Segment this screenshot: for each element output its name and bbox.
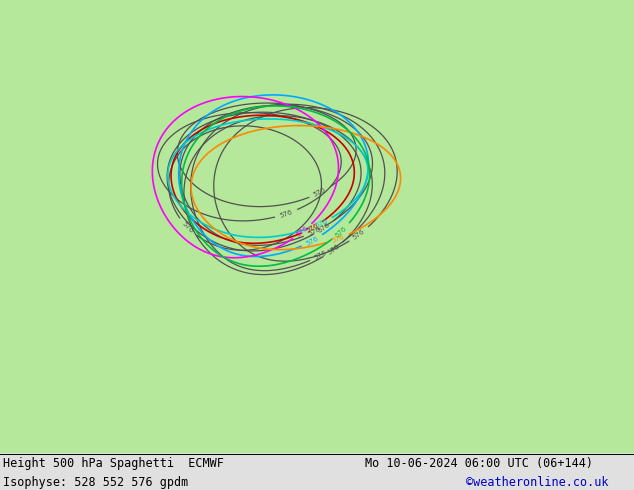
Text: Mo 10-06-2024 06:00 UTC (06+144): Mo 10-06-2024 06:00 UTC (06+144) bbox=[365, 457, 593, 469]
Text: 576: 576 bbox=[334, 225, 348, 238]
Text: 576: 576 bbox=[313, 187, 327, 198]
Text: 576: 576 bbox=[305, 222, 320, 234]
Text: 576: 576 bbox=[181, 220, 195, 234]
Text: Height 500 hPa Spaghetti  ECMWF: Height 500 hPa Spaghetti ECMWF bbox=[3, 457, 224, 469]
Text: 576: 576 bbox=[326, 244, 340, 256]
Text: 576: 576 bbox=[352, 228, 366, 241]
Text: 576: 576 bbox=[317, 221, 331, 234]
Text: Isophyse: 528 552 576 gpdm: Isophyse: 528 552 576 gpdm bbox=[3, 476, 188, 489]
Text: 576: 576 bbox=[330, 234, 345, 244]
Text: 576: 576 bbox=[313, 250, 328, 261]
Text: ©weatheronline.co.uk: ©weatheronline.co.uk bbox=[466, 476, 609, 489]
Text: 576: 576 bbox=[307, 226, 322, 237]
Text: 576: 576 bbox=[314, 218, 328, 229]
Text: 576: 576 bbox=[279, 209, 294, 219]
Text: 576: 576 bbox=[305, 235, 320, 246]
Text: 576: 576 bbox=[295, 225, 309, 238]
